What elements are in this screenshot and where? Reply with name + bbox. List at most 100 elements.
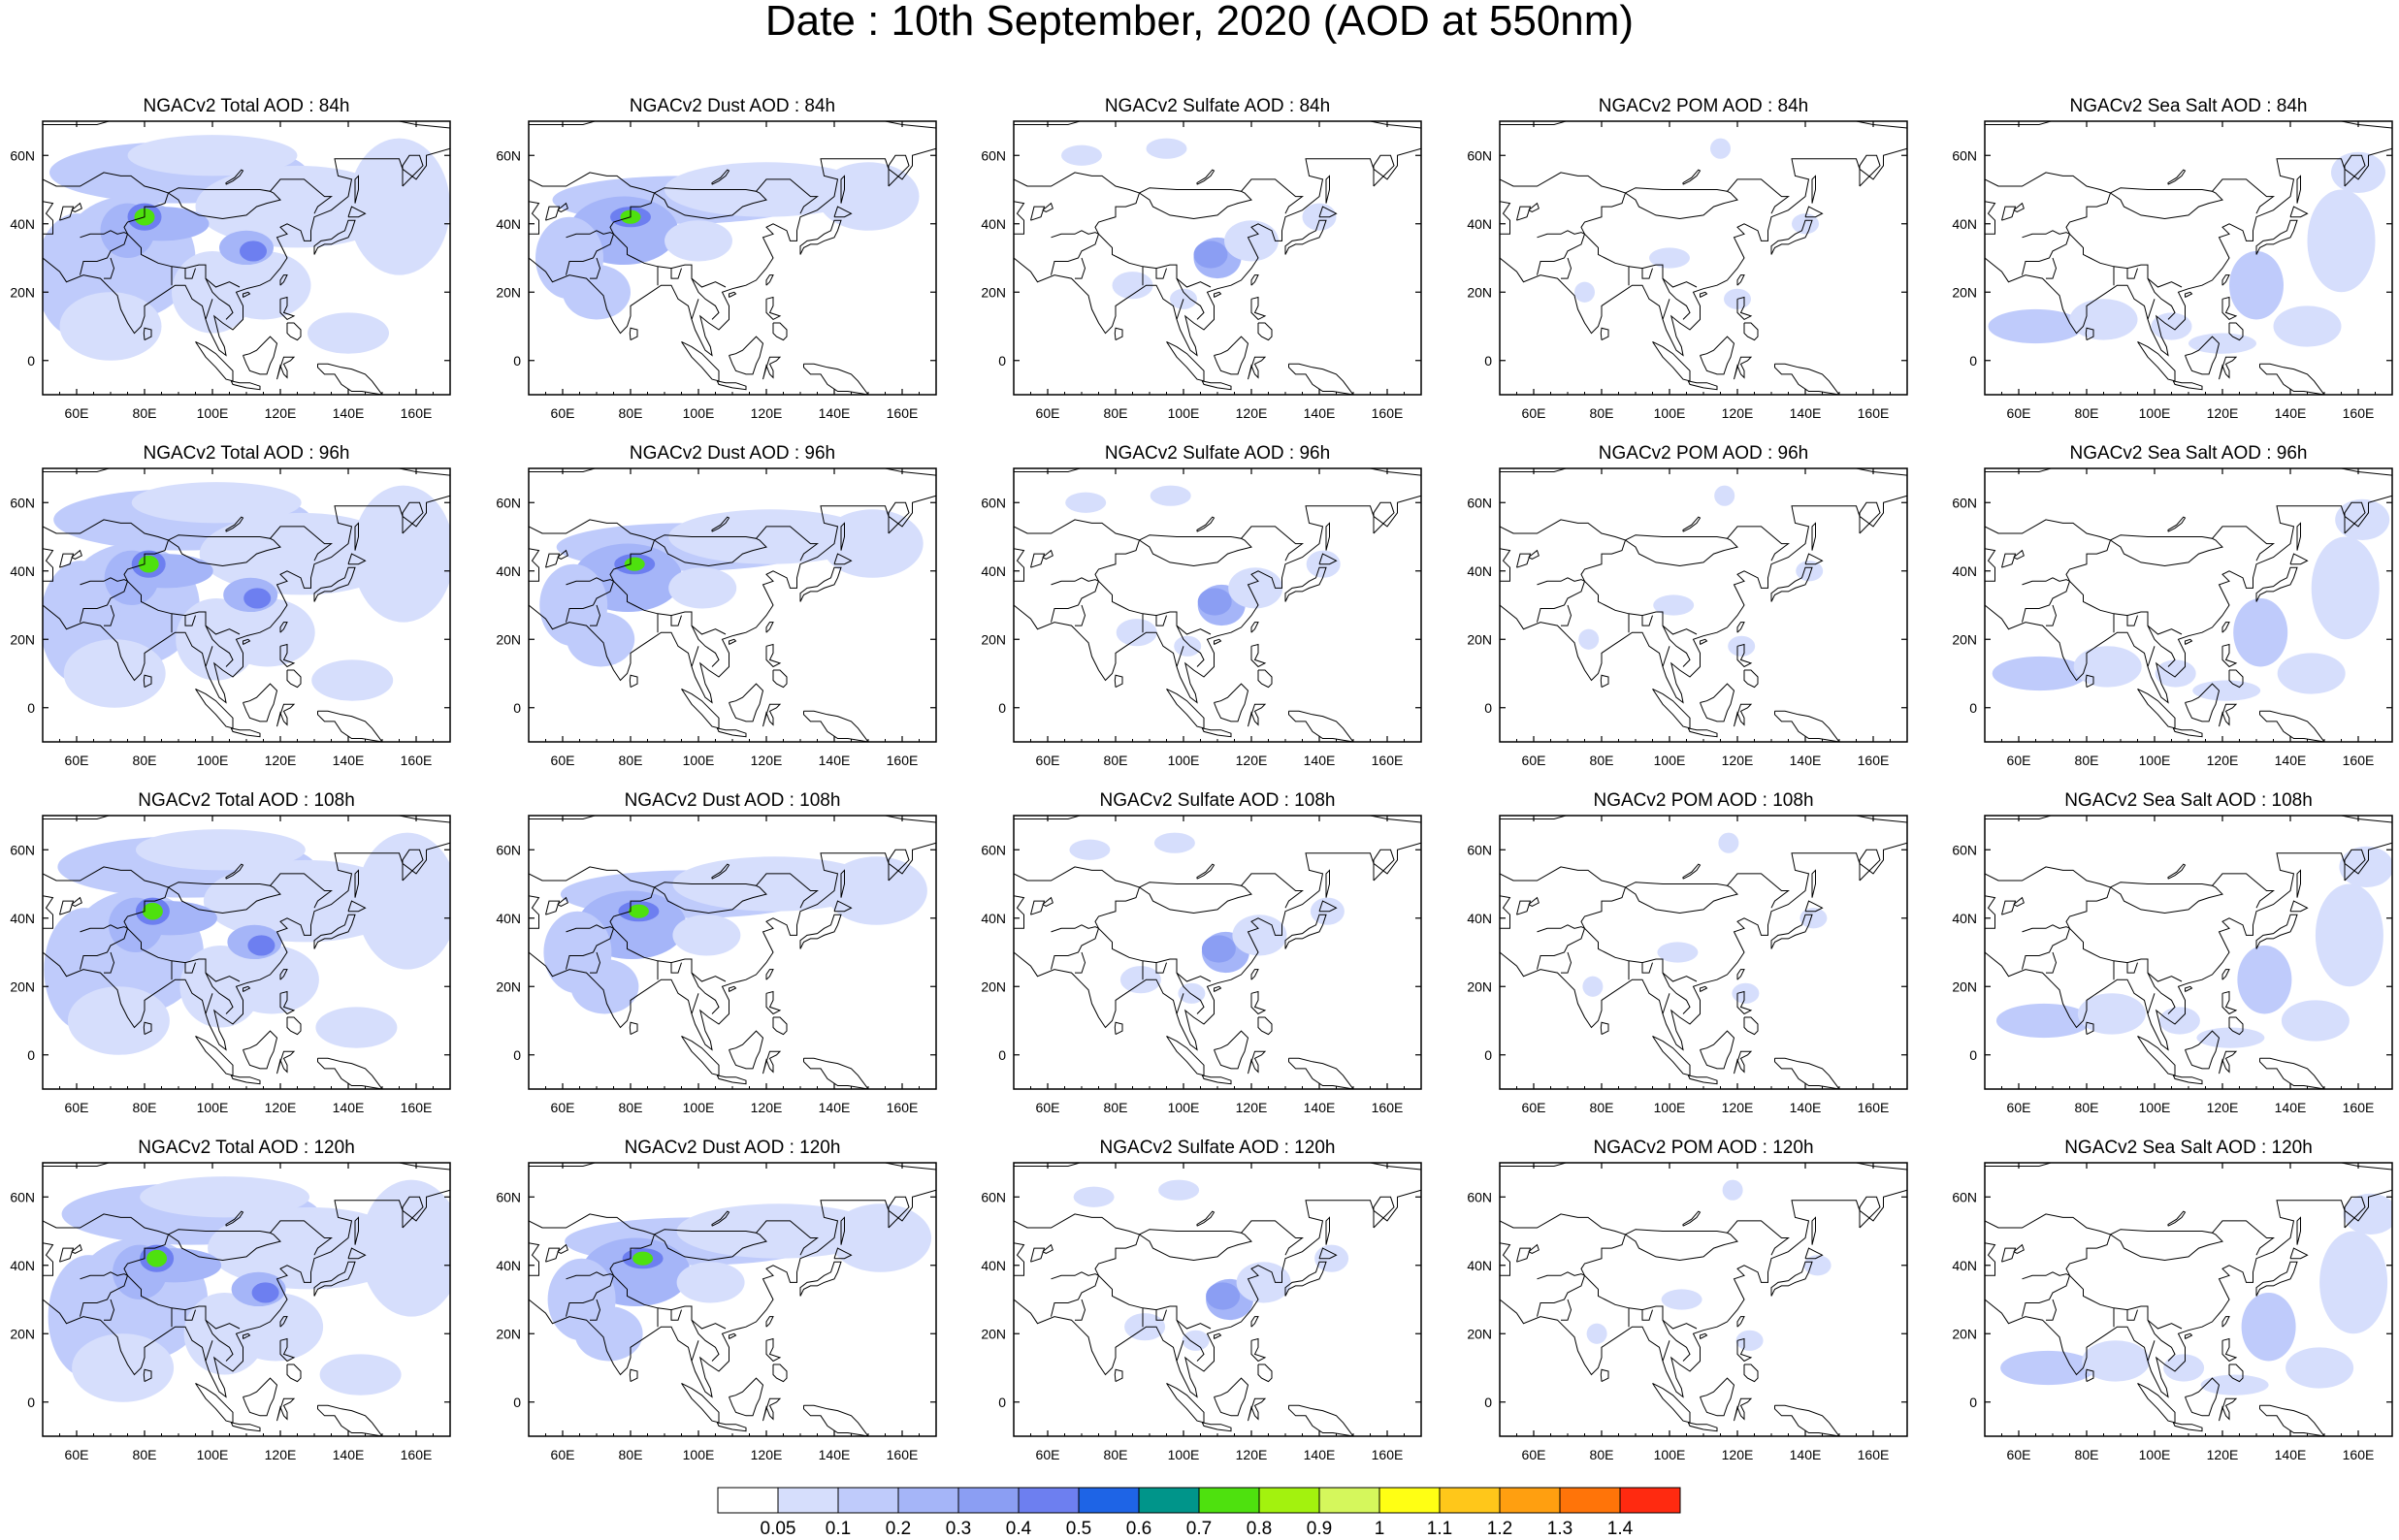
aod-field bbox=[2273, 305, 2342, 347]
coastline bbox=[557, 896, 568, 907]
coastline bbox=[1042, 1243, 1054, 1254]
lon-tick-label: 100E bbox=[1654, 405, 1686, 421]
coastline bbox=[888, 154, 910, 187]
coastline bbox=[1014, 1213, 1304, 1256]
aod-field bbox=[1206, 1282, 1241, 1310]
coastline bbox=[1770, 914, 1813, 949]
coastline bbox=[1734, 356, 1753, 380]
aod-field bbox=[240, 241, 267, 262]
coastline bbox=[1014, 1189, 1421, 1398]
coastline bbox=[205, 277, 234, 320]
coastline bbox=[1098, 1274, 1212, 1330]
lon-tick-label: 160E bbox=[1858, 1447, 1890, 1462]
aod-field bbox=[829, 1203, 932, 1272]
lon-tick-label: 80E bbox=[2075, 753, 2099, 768]
map-panel: NGACv2 POM AOD : 96h 60E 80E 100E 120E 140E 16… bbox=[1467, 443, 1908, 768]
lon-tick-label: 120E bbox=[1722, 1447, 1754, 1462]
aod-field bbox=[352, 485, 450, 623]
coastline bbox=[1166, 688, 1205, 729]
coastline bbox=[43, 1163, 450, 1171]
lon-tick-label: 120E bbox=[2207, 753, 2239, 768]
aod-field bbox=[1799, 908, 1828, 929]
coastline bbox=[1250, 969, 1259, 980]
coastline bbox=[2022, 230, 2071, 275]
coastline bbox=[833, 553, 853, 565]
coastline bbox=[711, 169, 730, 185]
coastline bbox=[1250, 990, 1267, 1015]
aod-field bbox=[1578, 628, 1600, 650]
coastline bbox=[1051, 924, 1100, 970]
aod-field bbox=[1995, 1003, 2091, 1039]
lat-tick-label: 20N bbox=[981, 284, 1006, 300]
panel-title: NGACv2 Total AOD : 96h bbox=[144, 443, 350, 464]
coastline bbox=[1014, 147, 1421, 357]
coastline bbox=[691, 1340, 699, 1362]
coastline bbox=[1114, 1021, 1123, 1036]
lat-tick-label: 40N bbox=[1467, 911, 1492, 926]
coastline bbox=[1075, 604, 1086, 626]
coastline bbox=[729, 1030, 764, 1070]
lat-tick-label: 0 bbox=[1484, 700, 1492, 716]
aod-field bbox=[2237, 945, 2292, 1014]
coastline bbox=[225, 863, 244, 880]
coastline bbox=[2085, 1368, 2094, 1383]
coastline bbox=[1248, 1050, 1267, 1075]
lon-tick-label: 80E bbox=[1104, 405, 1128, 421]
lat-tick-label: 40N bbox=[981, 563, 1006, 579]
lat-tick-label: 20N bbox=[981, 979, 1006, 994]
aod-field bbox=[2151, 312, 2192, 340]
coastline bbox=[230, 1422, 261, 1432]
panel-title: NGACv2 Total AOD : 120h bbox=[138, 1138, 355, 1158]
coastline bbox=[1139, 884, 1252, 914]
lat-tick-label: 60N bbox=[981, 1189, 1006, 1204]
lon-tick-label: 140E bbox=[333, 405, 365, 421]
lon-tick-label: 80E bbox=[2075, 405, 2099, 421]
lon-tick-label: 140E bbox=[1790, 405, 1822, 421]
coastline bbox=[670, 268, 682, 279]
aod-field bbox=[2241, 1292, 2296, 1362]
coastline bbox=[276, 703, 296, 727]
coastline bbox=[566, 1271, 615, 1317]
lat-tick-label: 60N bbox=[10, 495, 35, 510]
coastline bbox=[803, 1057, 869, 1089]
colorbar-swatch bbox=[1138, 1487, 1200, 1514]
coastline bbox=[1985, 201, 1996, 235]
panel-title: NGACv2 POM AOD : 84h bbox=[1599, 96, 1808, 116]
lon-tick-label: 60E bbox=[551, 753, 575, 768]
coastline bbox=[1373, 849, 1395, 882]
lon-tick-label: 60E bbox=[2007, 405, 2031, 421]
panel-title: NGACv2 Sea Salt AOD : 120h bbox=[2064, 1138, 2313, 1158]
map-panel: NGACv2 Dust AOD : 120h 60E 80E 100E 120E 140E… bbox=[496, 1138, 937, 1462]
aod-field bbox=[1661, 1289, 1702, 1310]
lat-tick-label: 60N bbox=[1467, 147, 1492, 163]
coastline bbox=[1687, 1422, 1718, 1432]
aod-field bbox=[2073, 646, 2142, 688]
panel-title: NGACv2 Dust AOD : 108h bbox=[625, 790, 841, 811]
coastline bbox=[230, 380, 261, 391]
coastline bbox=[59, 1247, 75, 1263]
aod-field bbox=[251, 1282, 279, 1303]
coastline bbox=[1774, 1057, 1840, 1089]
coastline bbox=[1014, 866, 1304, 909]
coastline bbox=[609, 1234, 655, 1276]
coastline bbox=[243, 638, 251, 645]
coastline bbox=[2110, 537, 2223, 567]
coastline bbox=[1625, 1232, 1738, 1262]
lon-tick-label: 140E bbox=[819, 1447, 851, 1462]
coastline bbox=[402, 1196, 424, 1229]
coastline bbox=[1176, 299, 1184, 320]
lon-tick-label: 60E bbox=[2007, 1100, 2031, 1115]
coastline bbox=[225, 169, 244, 185]
coastline bbox=[765, 1316, 774, 1328]
coastline bbox=[2147, 646, 2156, 667]
aod-field bbox=[2286, 1347, 2354, 1389]
lon-tick-label: 60E bbox=[551, 405, 575, 421]
aod-field bbox=[1197, 588, 1232, 616]
coastline bbox=[729, 1332, 737, 1339]
coastline bbox=[529, 1189, 936, 1398]
coastline bbox=[2046, 257, 2058, 279]
lon-tick-label: 120E bbox=[1722, 405, 1754, 421]
coastline bbox=[1248, 356, 1267, 380]
coastline bbox=[2137, 688, 2176, 729]
aod-field bbox=[315, 1007, 398, 1048]
